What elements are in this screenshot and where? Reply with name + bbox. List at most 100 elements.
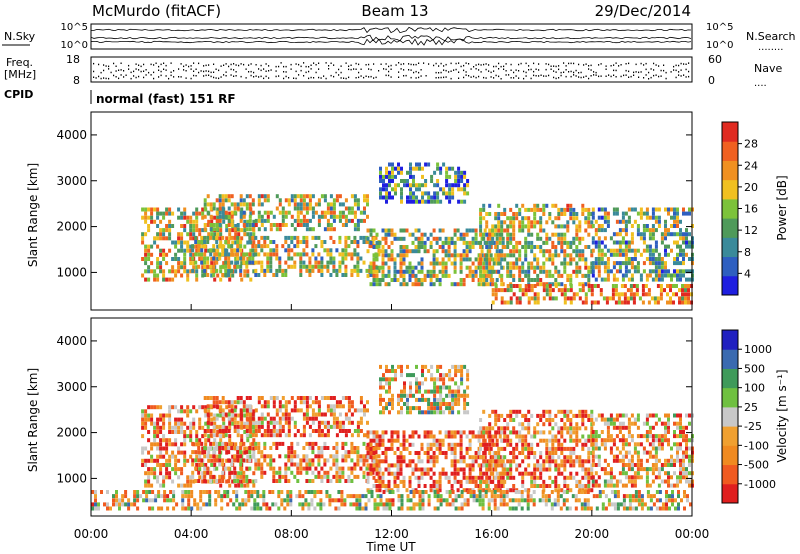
power-echo-cell xyxy=(642,228,646,233)
velocity-echo-cell xyxy=(197,479,201,483)
power-echo-cell xyxy=(408,273,412,278)
power-echo-cell xyxy=(305,218,309,223)
freq-tick-high: 18 xyxy=(66,53,80,66)
velocity-echo-cell xyxy=(198,417,202,422)
velocity-echo-cell xyxy=(257,400,261,405)
power-echo-cell xyxy=(503,253,507,258)
velocity-echo-cell xyxy=(423,430,427,435)
power-echo-cell xyxy=(420,278,424,282)
velocity-echo-cell xyxy=(215,433,219,438)
power-echo-cell xyxy=(215,240,219,244)
power-echo-cell xyxy=(341,256,345,261)
power-echo-cell xyxy=(503,257,507,262)
power-echo-cell xyxy=(560,240,564,245)
velocity-echo-cell xyxy=(518,434,522,439)
freq-sample xyxy=(458,71,460,73)
power-echo-cell xyxy=(405,265,409,270)
freq-sample xyxy=(135,63,137,65)
freq-sample xyxy=(458,77,460,79)
power-echo-cell xyxy=(654,257,658,261)
power-echo-cell xyxy=(460,187,464,192)
power-echo-cell xyxy=(480,249,484,254)
power-echo-cell xyxy=(497,257,501,262)
power-echo-cell xyxy=(192,232,196,237)
velocity-echo-cell xyxy=(350,466,354,471)
velocity-echo-cell xyxy=(575,413,579,418)
velocity-echo-cell xyxy=(453,446,457,451)
power-echo-cell xyxy=(418,166,421,171)
velocity-echo-cell xyxy=(375,434,379,439)
power-echo-cell xyxy=(682,236,685,241)
power-echo-cell xyxy=(203,214,207,219)
velocity-echo-cell xyxy=(569,471,573,476)
power-echo-cell xyxy=(503,245,507,249)
velocity-echo-cell xyxy=(521,475,525,480)
power-echo-cell xyxy=(563,240,567,245)
velocity-echo-cell xyxy=(500,413,504,418)
power-echo-cell xyxy=(248,214,252,219)
power-echo-cell xyxy=(162,269,166,274)
power-echo-cell xyxy=(421,166,424,171)
velocity-echo-cell xyxy=(180,405,184,410)
velocity-echo-cell xyxy=(545,484,549,488)
velocity-echo-cell xyxy=(471,463,475,468)
freq-sample xyxy=(595,74,597,76)
power-echo-cell xyxy=(180,224,184,228)
power-echo-cell xyxy=(230,235,234,240)
power-echo-cell xyxy=(482,232,486,237)
power-echo-cell xyxy=(494,296,498,301)
power-echo-cell xyxy=(639,232,643,237)
velocity-echo-cell xyxy=(221,424,225,429)
velocity-echo-cell xyxy=(124,494,128,499)
velocity-echo-cell xyxy=(236,458,240,463)
power-echo-cell xyxy=(627,244,631,249)
power-echo-cell xyxy=(263,227,267,232)
power-echo-cell xyxy=(147,228,151,233)
freq-sample xyxy=(160,63,162,66)
velocity-echo-cell xyxy=(263,404,267,409)
power-echo-cell xyxy=(269,240,273,244)
power-echo-cell xyxy=(252,232,256,237)
power-echo-cell xyxy=(438,282,442,287)
velocity-echo-cell xyxy=(317,412,321,417)
velocity-echo-cell xyxy=(369,430,373,435)
velocity-echo-cell xyxy=(218,479,222,483)
velocity-echo-cell xyxy=(584,475,588,480)
velocity-echo-cell xyxy=(515,413,519,418)
velocity-echo-cell xyxy=(191,450,195,455)
power-echo-cell xyxy=(429,278,433,282)
power-echo-cell xyxy=(248,252,252,257)
velocity-echo-cell xyxy=(159,467,163,472)
velocity-echo-cell xyxy=(197,458,201,463)
power-echo-cell xyxy=(673,215,676,220)
velocity-echo-cell xyxy=(249,434,253,439)
nsearch-tick-low: 10^0 xyxy=(706,40,733,51)
power-echo-cell xyxy=(621,211,625,216)
power-echo-cell xyxy=(624,232,628,237)
freq-sample xyxy=(538,63,540,65)
power-echo-cell xyxy=(408,249,412,254)
power-echo-cell xyxy=(597,252,601,257)
freq-sample xyxy=(515,69,517,71)
velocity-echo-cell xyxy=(479,426,483,431)
freq-sample xyxy=(440,71,442,74)
power-echo-cell xyxy=(465,249,469,254)
power-echo-cell xyxy=(377,268,381,273)
freq-sample xyxy=(665,77,667,80)
power-echo-cell xyxy=(323,210,327,215)
power-echo-cell xyxy=(191,268,195,273)
power-echo-cell xyxy=(500,228,504,233)
velocity-echo-cell xyxy=(320,429,324,433)
velocity-echo-cell xyxy=(272,400,276,405)
power-echo-cell xyxy=(518,249,522,254)
velocity-echo-cell xyxy=(171,430,175,434)
power-echo-cell xyxy=(251,260,255,265)
power-echo-cell xyxy=(290,194,294,199)
power-echo-cell xyxy=(311,210,315,215)
velocity-echo-cell xyxy=(329,404,333,409)
freq-sample xyxy=(248,71,250,73)
power-echo-cell xyxy=(329,223,333,227)
power-echo-cell xyxy=(385,191,388,196)
power-echo-cell xyxy=(153,240,157,245)
power-echo-cell xyxy=(627,240,631,245)
